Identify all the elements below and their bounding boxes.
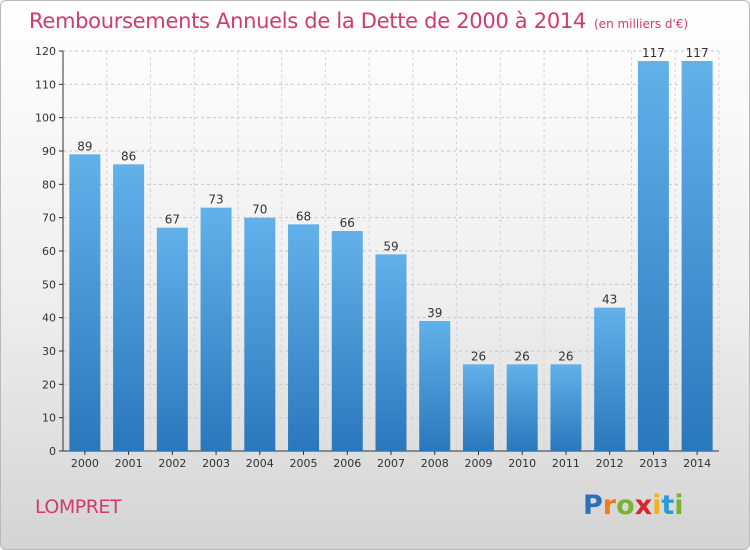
xtick-label-2000: 2000 <box>71 457 99 470</box>
bar-2012 <box>594 307 626 451</box>
bar-2014 <box>681 61 713 451</box>
xtick-label-2014: 2014 <box>683 457 711 470</box>
logo-letter-1: r <box>602 490 617 521</box>
ytick-label-0: 0 <box>49 445 56 458</box>
xtick-label-2001: 2001 <box>115 457 143 470</box>
data-label-2008: 39 <box>427 306 442 320</box>
data-label-2003: 73 <box>208 193 223 207</box>
logo-letter-4: i <box>652 490 662 521</box>
xtick-label-2007: 2007 <box>377 457 405 470</box>
bars <box>69 61 713 452</box>
bar-2009 <box>462 364 494 451</box>
bar-2001 <box>113 164 145 452</box>
bar-2010 <box>506 364 538 451</box>
bar-2013 <box>637 61 669 451</box>
logo-letter-0: P <box>583 490 603 521</box>
xtick-label-2004: 2004 <box>246 457 274 470</box>
ytick-label-70: 70 <box>42 212 56 225</box>
data-label-2009: 26 <box>471 349 486 363</box>
bar-2007 <box>375 254 407 451</box>
data-label-2006: 66 <box>340 216 355 230</box>
ytick-label-60: 60 <box>42 245 56 258</box>
data-label-2004: 70 <box>252 203 267 217</box>
logo-letter-3: x <box>634 490 653 521</box>
bar-2004 <box>244 217 276 451</box>
ytick-label-30: 30 <box>42 345 56 358</box>
chart-unit-label: (en milliers d'€) <box>594 17 689 31</box>
ytick-label-90: 90 <box>42 145 56 158</box>
xtick-label-2005: 2005 <box>290 457 318 470</box>
chart-title: Remboursements Annuels de la Dette de 20… <box>29 9 688 33</box>
chart-title-text: Remboursements Annuels de la Dette de 20… <box>29 9 586 33</box>
xtick-label-2010: 2010 <box>508 457 536 470</box>
xtick-label-2013: 2013 <box>639 457 667 470</box>
xtick-label-2003: 2003 <box>202 457 230 470</box>
xtick-label-2012: 2012 <box>596 457 624 470</box>
data-label-2001: 86 <box>121 149 136 163</box>
ytick-label-120: 120 <box>35 45 56 58</box>
ytick-label-100: 100 <box>35 112 56 125</box>
data-labels: 89 86 67 73 70 68 66 59 39 26 26 26 43 117 117 <box>77 46 708 363</box>
bar-2000 <box>69 154 101 452</box>
bar-2005 <box>288 224 320 451</box>
logo-letter-5: t <box>661 490 675 521</box>
data-label-2002: 67 <box>165 213 180 227</box>
xtick-label-2008: 2008 <box>421 457 449 470</box>
commune-name: LOMPRET <box>35 496 122 518</box>
data-label-2013: 117 <box>642 46 665 60</box>
logo-letter-6: i <box>674 490 684 521</box>
bar-2011 <box>550 364 582 451</box>
ytick-label-110: 110 <box>35 78 56 91</box>
ytick-label-20: 20 <box>42 378 56 391</box>
ytick-label-80: 80 <box>42 178 56 191</box>
ytick-label-50: 50 <box>42 278 56 291</box>
xtick-label-2011: 2011 <box>552 457 580 470</box>
bar-2006 <box>331 231 363 451</box>
data-label-2007: 59 <box>383 239 398 253</box>
bar-2002 <box>156 227 188 451</box>
ytick-label-10: 10 <box>42 412 56 425</box>
data-label-2014: 117 <box>686 46 709 60</box>
data-label-2011: 26 <box>558 349 573 363</box>
data-label-2005: 68 <box>296 209 311 223</box>
data-label-2010: 26 <box>515 349 530 363</box>
xtick-label-2006: 2006 <box>333 457 361 470</box>
xtick-label-2009: 2009 <box>464 457 492 470</box>
logo-letter-2: o <box>616 490 635 521</box>
bar-2003 <box>200 207 232 451</box>
bar-2008 <box>419 321 451 451</box>
data-label-2012: 43 <box>602 293 617 307</box>
ytick-label-40: 40 <box>42 312 56 325</box>
proxiti-logo: Proxiti <box>583 490 684 521</box>
data-label-2000: 89 <box>77 139 92 153</box>
xtick-label-2002: 2002 <box>158 457 186 470</box>
